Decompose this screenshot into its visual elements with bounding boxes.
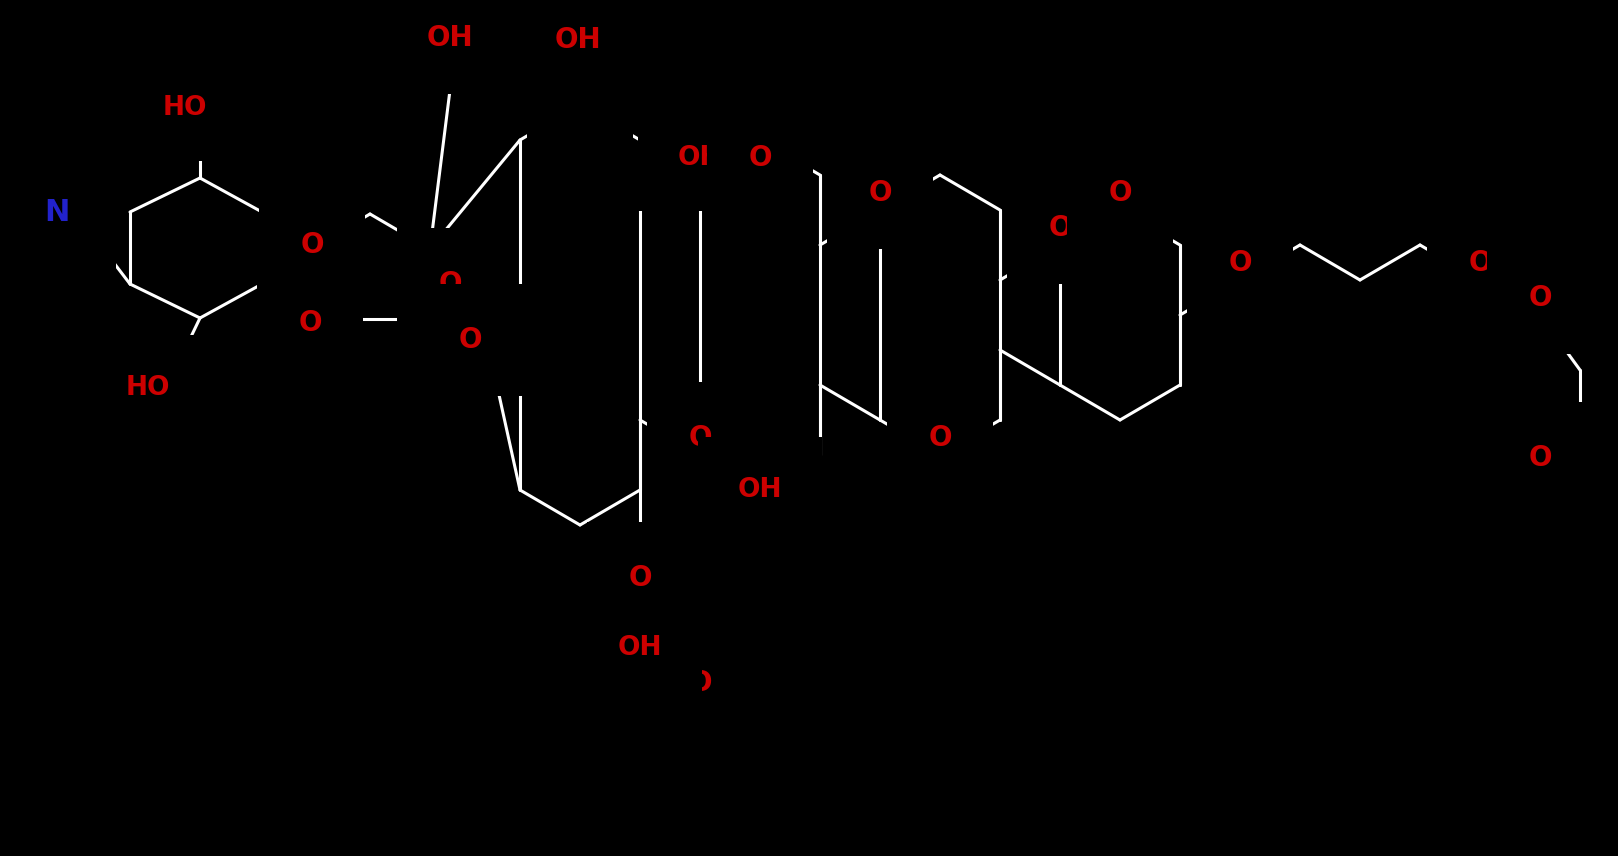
Text: O: O xyxy=(1468,249,1492,277)
Text: O: O xyxy=(298,309,322,337)
Text: OH: OH xyxy=(618,635,662,661)
Text: OH: OH xyxy=(427,24,474,52)
Text: O: O xyxy=(1228,249,1252,277)
Text: O: O xyxy=(438,270,461,298)
Text: O: O xyxy=(1529,284,1552,312)
Text: O: O xyxy=(869,179,892,207)
Text: OH: OH xyxy=(555,26,602,54)
Text: O: O xyxy=(628,564,652,592)
Text: O: O xyxy=(688,669,712,697)
Text: O: O xyxy=(1048,214,1071,242)
Text: N: N xyxy=(44,198,70,227)
Text: O: O xyxy=(748,144,772,172)
Text: O: O xyxy=(568,74,592,102)
Text: HO: HO xyxy=(126,375,170,401)
Text: O: O xyxy=(688,424,712,452)
Text: O: O xyxy=(458,326,482,354)
Text: O: O xyxy=(1108,179,1131,207)
Text: OH: OH xyxy=(678,145,722,171)
Text: O: O xyxy=(301,231,324,259)
Text: O: O xyxy=(929,424,951,452)
Text: O: O xyxy=(1529,444,1552,472)
Text: HO: HO xyxy=(163,95,207,121)
Text: OH: OH xyxy=(738,477,781,503)
